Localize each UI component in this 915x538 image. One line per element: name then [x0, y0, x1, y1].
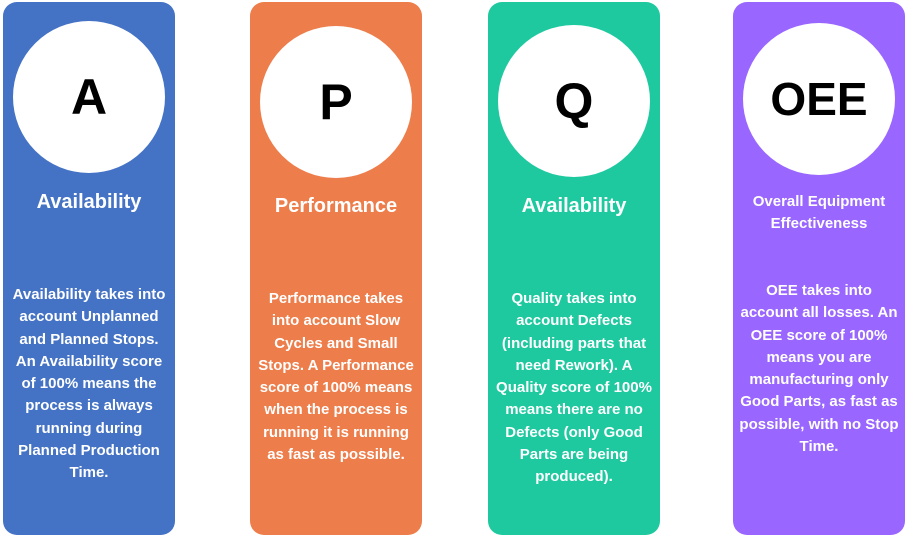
performance-description: Performance takes into account Slow Cycl…	[258, 290, 414, 464]
performance-letter: P	[319, 74, 353, 130]
oee-letter: OEE	[770, 73, 868, 125]
availability-title: Availability	[36, 191, 142, 213]
availability-letter-circle: A	[13, 21, 165, 173]
availability-card: A Availability Availability takes into a…	[3, 2, 175, 535]
performance-title: Performance	[274, 195, 398, 217]
oee-title: Overall Equipment Effectiveness	[752, 193, 886, 232]
quality-letter-circle: Q	[498, 25, 650, 177]
oee-card: OEE Overall Equipment Effectiveness OEE …	[733, 2, 905, 535]
quality-title: Availability	[521, 195, 627, 217]
quality-card: Q Availability Quality takes into accoun…	[488, 2, 660, 535]
performance-card: P Performance Performance takes into acc…	[250, 2, 422, 535]
oee-description: OEE takes into account all losses. An OE…	[739, 282, 899, 456]
quality-letter: Q	[554, 73, 594, 129]
availability-description: Availability takes into account Unplanne…	[12, 286, 166, 482]
quality-description: Quality takes into account Defects (incl…	[496, 290, 652, 486]
oee-letter-circle: OEE	[743, 23, 895, 175]
availability-letter: A	[70, 69, 108, 125]
performance-letter-circle: P	[260, 26, 412, 178]
